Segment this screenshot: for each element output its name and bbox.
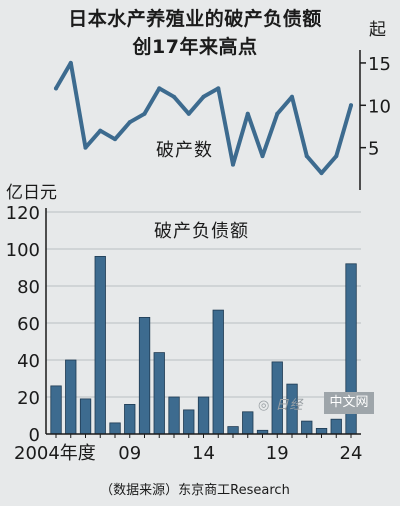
bar: [50, 385, 62, 435]
bar: [138, 316, 151, 435]
watermark: ◎ 日经 中文网: [258, 392, 374, 414]
line-point: [319, 171, 324, 176]
line-point: [245, 111, 250, 116]
line-point: [142, 111, 147, 116]
line-point: [290, 94, 294, 99]
line-point: [260, 154, 265, 159]
bar: [94, 255, 106, 435]
bar: [124, 403, 136, 435]
bar: [330, 418, 342, 435]
line-y-tick-label: 5: [368, 139, 379, 160]
line-y-tick-label: 10: [368, 96, 391, 117]
bar: [168, 396, 180, 435]
line-point: [349, 103, 353, 108]
line-point: [172, 94, 176, 99]
watermark-logo: ◎ 日经: [258, 398, 304, 413]
line-point: [113, 137, 117, 142]
bar-x-tick-label: 24: [340, 443, 363, 464]
line-point: [334, 154, 339, 159]
bar-x-tick-label: 14: [192, 443, 215, 464]
bar: [227, 426, 239, 435]
bar-y-tick-label: 100: [6, 240, 40, 261]
bar-y-tick-label: 40: [17, 351, 40, 372]
bar: [242, 411, 254, 435]
watermark-text: 中文网: [324, 392, 374, 414]
bar-y-tick-label: 20: [17, 388, 40, 409]
line-point: [98, 128, 103, 133]
bar: [315, 427, 328, 435]
chart-title-line2: 创17年来高点: [132, 36, 258, 58]
line-point: [216, 86, 221, 91]
line-point: [186, 111, 191, 116]
line-point: [127, 120, 132, 125]
bar-y-tick-label: 0: [29, 425, 40, 446]
line-point: [201, 94, 206, 99]
line-point: [231, 162, 235, 167]
line-point: [68, 60, 73, 65]
bar: [197, 396, 210, 435]
bar-x-tick-label: 09: [118, 443, 141, 464]
bar-x-tick-label: 19: [266, 443, 289, 464]
bar-y-tick-label: 120: [6, 203, 40, 224]
bar: [301, 420, 313, 435]
bar: [153, 352, 165, 435]
line-point: [275, 111, 280, 116]
bar-y-tick-label: 60: [17, 314, 40, 335]
line-point: [304, 154, 309, 159]
line-y-tick-label: 15: [368, 54, 391, 75]
bar-series-label: 破产负债额: [154, 221, 249, 242]
line-point: [157, 86, 162, 91]
line-point: [83, 145, 88, 150]
bar: [212, 309, 224, 435]
bar: [79, 398, 92, 435]
bar: [183, 409, 195, 435]
line-point: [54, 86, 58, 91]
source-note: （数据来源）东京商工Research: [100, 483, 290, 498]
bar-x-tick-label: 2004年度: [14, 443, 96, 464]
bar: [109, 422, 121, 435]
line-axis-unit: 起: [369, 20, 386, 40]
chart-title-line1: 日本水产养殖业的破产负债额: [68, 8, 322, 30]
bar-y-tick-label: 80: [17, 277, 40, 298]
line-series-label: 破产数: [156, 140, 213, 161]
bar-axis-unit: 亿日元: [6, 183, 57, 203]
bar: [65, 359, 77, 435]
